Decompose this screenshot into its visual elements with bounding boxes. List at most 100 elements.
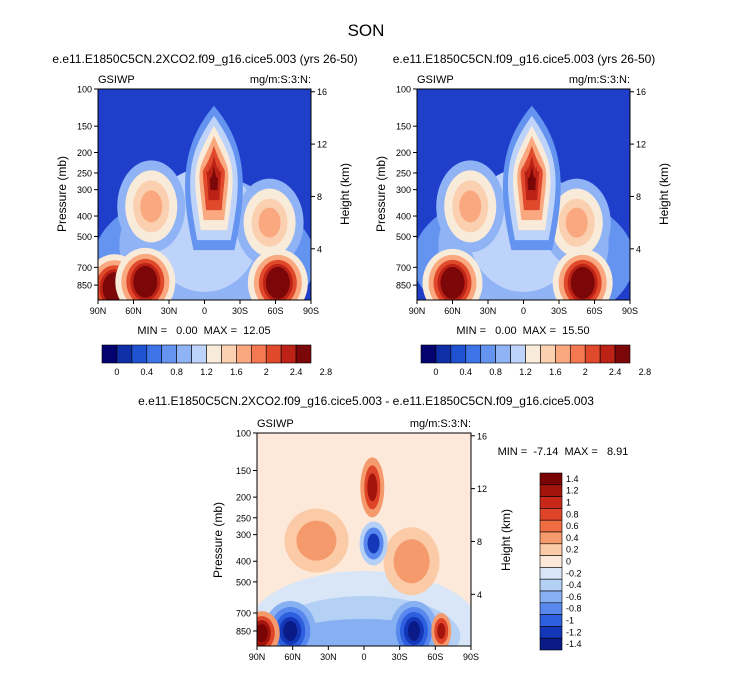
- x-tick-label: 90N: [90, 306, 107, 316]
- height-tick-label: 12: [317, 140, 327, 150]
- colorbar-label: -0.4: [566, 580, 582, 590]
- panel-1-field: [98, 89, 311, 300]
- colorbar-label: 2: [264, 367, 269, 377]
- colorbar-label: 0.4: [460, 367, 473, 377]
- x-tick-label: 90N: [409, 306, 426, 316]
- y-tick-label: 700: [77, 263, 92, 273]
- colorbar-swatch: [539, 637, 563, 651]
- colorbar-swatch: [206, 344, 222, 364]
- y-tick-label: 300: [236, 530, 251, 540]
- panel-2-x-axis: 90N 60N 30N 0 30S 60S 90S: [409, 300, 638, 316]
- x-tick-label: 30S: [392, 652, 408, 662]
- colorbar-label: 0.6: [566, 521, 579, 531]
- y-tick-label: 250: [236, 513, 251, 523]
- x-tick-label: 90S: [303, 306, 319, 316]
- panel-2-colorbar: 0 0.4 0.8 1.2 1.6 2 2.4 2.8: [420, 344, 651, 377]
- panel-1-corner-right: mg/m:S:3:N:: [250, 74, 311, 86]
- y-tick-label: 100: [236, 429, 251, 439]
- colorbar-swatch: [480, 344, 496, 364]
- contour-region: [133, 265, 158, 298]
- colorbar-label: -1: [566, 616, 574, 626]
- x-tick-label: 90S: [622, 306, 638, 316]
- colorbar-label: 0.4: [141, 367, 154, 377]
- colorbar-swatch: [569, 344, 586, 364]
- colorbar-swatch: [539, 602, 563, 615]
- contour-region: [437, 622, 446, 639]
- panel-3-corner-left: GSIWP: [257, 418, 294, 430]
- contour-region: [265, 266, 290, 299]
- colorbar-label: 0: [114, 367, 119, 377]
- panel-3-x-axis: 90N 60N 30N 0 30S 60S 90S: [249, 646, 479, 662]
- panel-1-corner-left: GSIWP: [98, 74, 135, 86]
- x-tick-label: 0: [521, 306, 526, 316]
- panel-1-stats: MIN = 0.00 MAX = 12.05: [137, 325, 270, 337]
- colorbar-label: 0: [433, 367, 438, 377]
- panel-2-title: e.e11.E1850C5CN.f09_g16.cice5.003 (yrs 2…: [393, 52, 656, 66]
- colorbar-swatch: [236, 344, 252, 364]
- y-tick-label: 850: [396, 281, 411, 291]
- colorbar-swatch: [539, 590, 563, 604]
- colorbar-swatch: [131, 344, 148, 364]
- panel-3-corner-right: mg/m:S:3:N:: [410, 418, 471, 430]
- colorbar-label: 0.4: [566, 533, 579, 543]
- y-tick-label: 850: [77, 281, 92, 291]
- height-tick-label: 8: [317, 192, 322, 202]
- y-tick-label: 300: [396, 185, 411, 195]
- colorbar-label: 2.4: [609, 367, 622, 377]
- panel-2-right-axis: 16 12 8 4: [630, 87, 646, 254]
- colorbar-swatch: [555, 344, 571, 364]
- panel-2-corner-right: mg/m:S:3:N:: [569, 74, 630, 86]
- panel-3-ylabel-right: Height (km): [499, 509, 513, 571]
- y-tick-label: 200: [236, 493, 251, 503]
- contour-region: [257, 624, 268, 643]
- colorbar-label: 2: [583, 367, 588, 377]
- x-tick-label: 30N: [480, 306, 497, 316]
- colorbar-label: 0: [566, 557, 571, 567]
- y-tick-label: 850: [236, 626, 251, 636]
- y-tick-label: 150: [236, 466, 251, 476]
- contour-region: [459, 190, 482, 223]
- panel-3-left-axis: 100 150 200 250 300 400 500 700 850: [236, 429, 257, 636]
- colorbar-swatch: [584, 344, 601, 364]
- x-tick-label: 90N: [249, 652, 266, 662]
- main-title: SON: [348, 21, 385, 40]
- y-tick-label: 400: [236, 557, 251, 567]
- contour-region: [258, 207, 281, 238]
- colorbar-label: 1.2: [200, 367, 213, 377]
- contour-region: [393, 539, 430, 584]
- height-tick-label: 12: [477, 484, 487, 494]
- colorbar-label: -0.6: [566, 592, 582, 602]
- colorbar-swatch: [599, 344, 616, 364]
- colorbar-swatch: [614, 344, 631, 364]
- panel-3-field: [257, 433, 471, 646]
- height-tick-label: 8: [636, 192, 641, 202]
- x-tick-label: 0: [361, 652, 366, 662]
- panel-1-ylabel-right: Height (km): [338, 163, 352, 225]
- colorbar-swatch: [539, 496, 563, 509]
- y-tick-label: 150: [77, 122, 92, 132]
- x-tick-label: 30N: [320, 652, 337, 662]
- y-tick-label: 100: [396, 85, 411, 95]
- colorbar-swatch: [280, 344, 297, 364]
- panel-1-right-axis: 16 12 8 4: [311, 87, 327, 254]
- x-tick-label: 0: [202, 306, 207, 316]
- contour-region: [367, 473, 378, 502]
- colorbar-swatch: [161, 344, 177, 364]
- panel-3-ylabel-left: Pressure (mb): [211, 502, 225, 578]
- x-tick-label: 90S: [463, 652, 479, 662]
- colorbar-label: -0.8: [566, 604, 582, 614]
- y-tick-label: 150: [396, 122, 411, 132]
- contour-region: [526, 165, 537, 191]
- panel-2-ylabel-right: Height (km): [657, 163, 671, 225]
- field-soft-layer: [257, 457, 471, 646]
- x-tick-label: 60N: [444, 306, 461, 316]
- contour-region: [367, 533, 380, 554]
- colorbar-label: -0.2: [566, 568, 582, 578]
- colorbar-swatch: [450, 344, 467, 364]
- field-soft-layer: [98, 105, 311, 300]
- panel-2: e.e11.E1850C5CN.f09_g16.cice5.003 (yrs 2…: [374, 52, 671, 377]
- colorbar-label: 1.2: [519, 367, 532, 377]
- contour-region: [570, 266, 595, 299]
- panel-2-stats: MIN = 0.00 MAX = 15.50: [456, 325, 589, 337]
- x-tick-label: 30S: [551, 306, 567, 316]
